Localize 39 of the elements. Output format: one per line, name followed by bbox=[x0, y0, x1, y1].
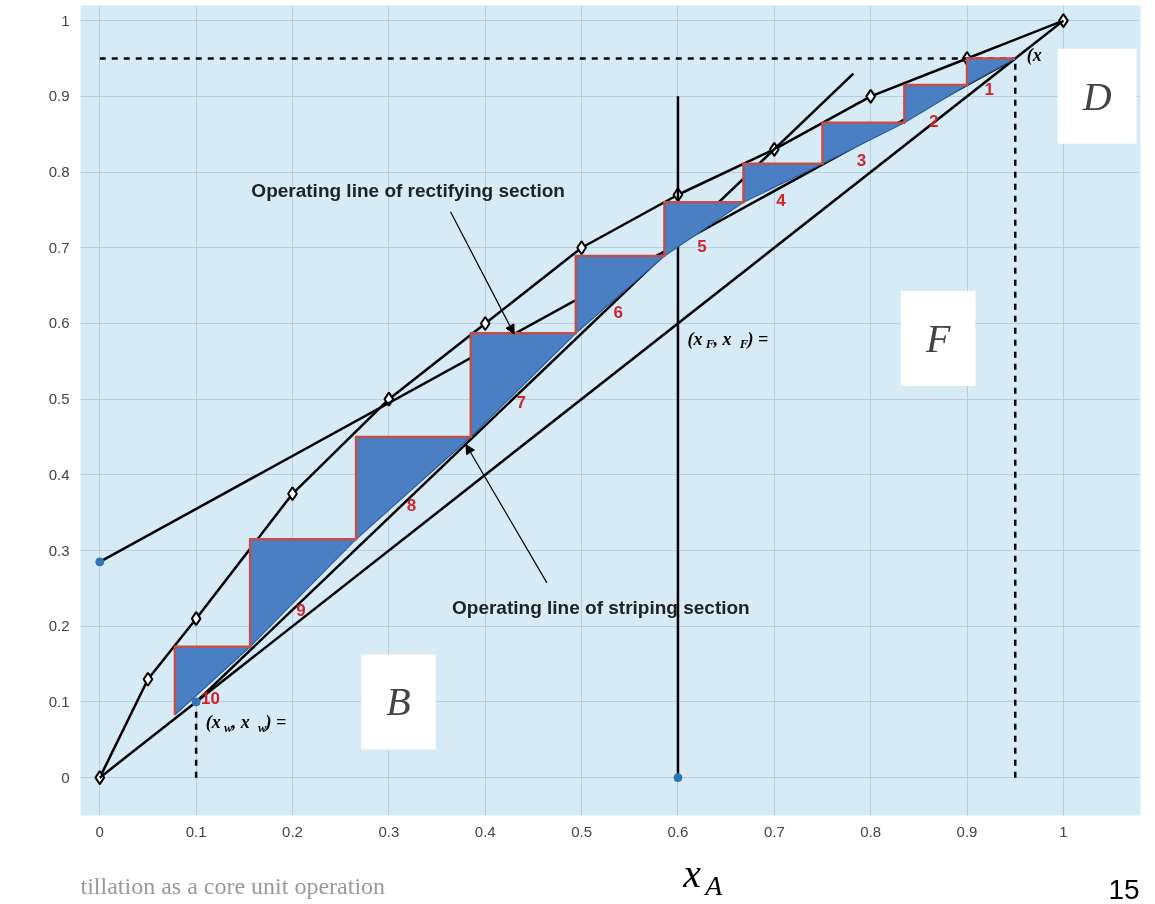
annotation: D bbox=[1081, 73, 1112, 119]
x-tick-label: 0.8 bbox=[860, 822, 882, 840]
annotation: (x bbox=[1026, 44, 1042, 66]
text: 15 bbox=[1108, 873, 1140, 904]
text: tillation as a core unit operation bbox=[80, 872, 386, 899]
x-tick-label: 0 bbox=[95, 822, 104, 840]
annotation: 6 bbox=[613, 302, 623, 322]
x-tick-label: 0.1 bbox=[185, 822, 207, 840]
annotation: B bbox=[386, 679, 411, 725]
x-tick-label: 0.9 bbox=[956, 822, 978, 840]
y-tick-label: 0.8 bbox=[48, 163, 70, 181]
annotation: 7 bbox=[516, 393, 527, 413]
y-tick-label: 0.2 bbox=[48, 617, 70, 635]
y-tick-label: 0.6 bbox=[48, 314, 70, 332]
annotation: Operating line of rectifying section bbox=[251, 179, 565, 201]
annotation: 10 bbox=[201, 688, 220, 708]
annotation: Operating line of striping section bbox=[452, 596, 750, 618]
x-tick-label: 0.3 bbox=[378, 822, 400, 840]
annotation: 9 bbox=[296, 600, 306, 620]
y-tick-label: 0.3 bbox=[48, 541, 70, 559]
y-tick-label: 0.4 bbox=[48, 465, 70, 483]
annotation: F bbox=[924, 316, 951, 362]
annotation: 3 bbox=[856, 151, 867, 171]
annotation: 8 bbox=[406, 496, 417, 516]
x-tick-label: 0.6 bbox=[667, 822, 689, 840]
annotation: 5 bbox=[697, 237, 707, 257]
y-tick-label: 0.1 bbox=[48, 692, 70, 710]
x-tick-label: 0.5 bbox=[571, 822, 593, 840]
annotation: 4 bbox=[776, 191, 787, 211]
x-tick-label: 0.2 bbox=[282, 822, 303, 840]
annotation: 1 bbox=[984, 79, 994, 99]
x-tick-label: 1 bbox=[1059, 822, 1068, 840]
y-tick-label: 0.7 bbox=[48, 238, 70, 256]
y-tick-label: 0.5 bbox=[48, 390, 70, 408]
y-tick-label: 1 bbox=[61, 11, 70, 29]
y-tick-label: 0 bbox=[61, 768, 70, 786]
x-tick-label: 0.7 bbox=[763, 822, 785, 840]
y-tick-label: 0.9 bbox=[48, 87, 70, 105]
x-tick-label: 0.4 bbox=[474, 822, 496, 840]
